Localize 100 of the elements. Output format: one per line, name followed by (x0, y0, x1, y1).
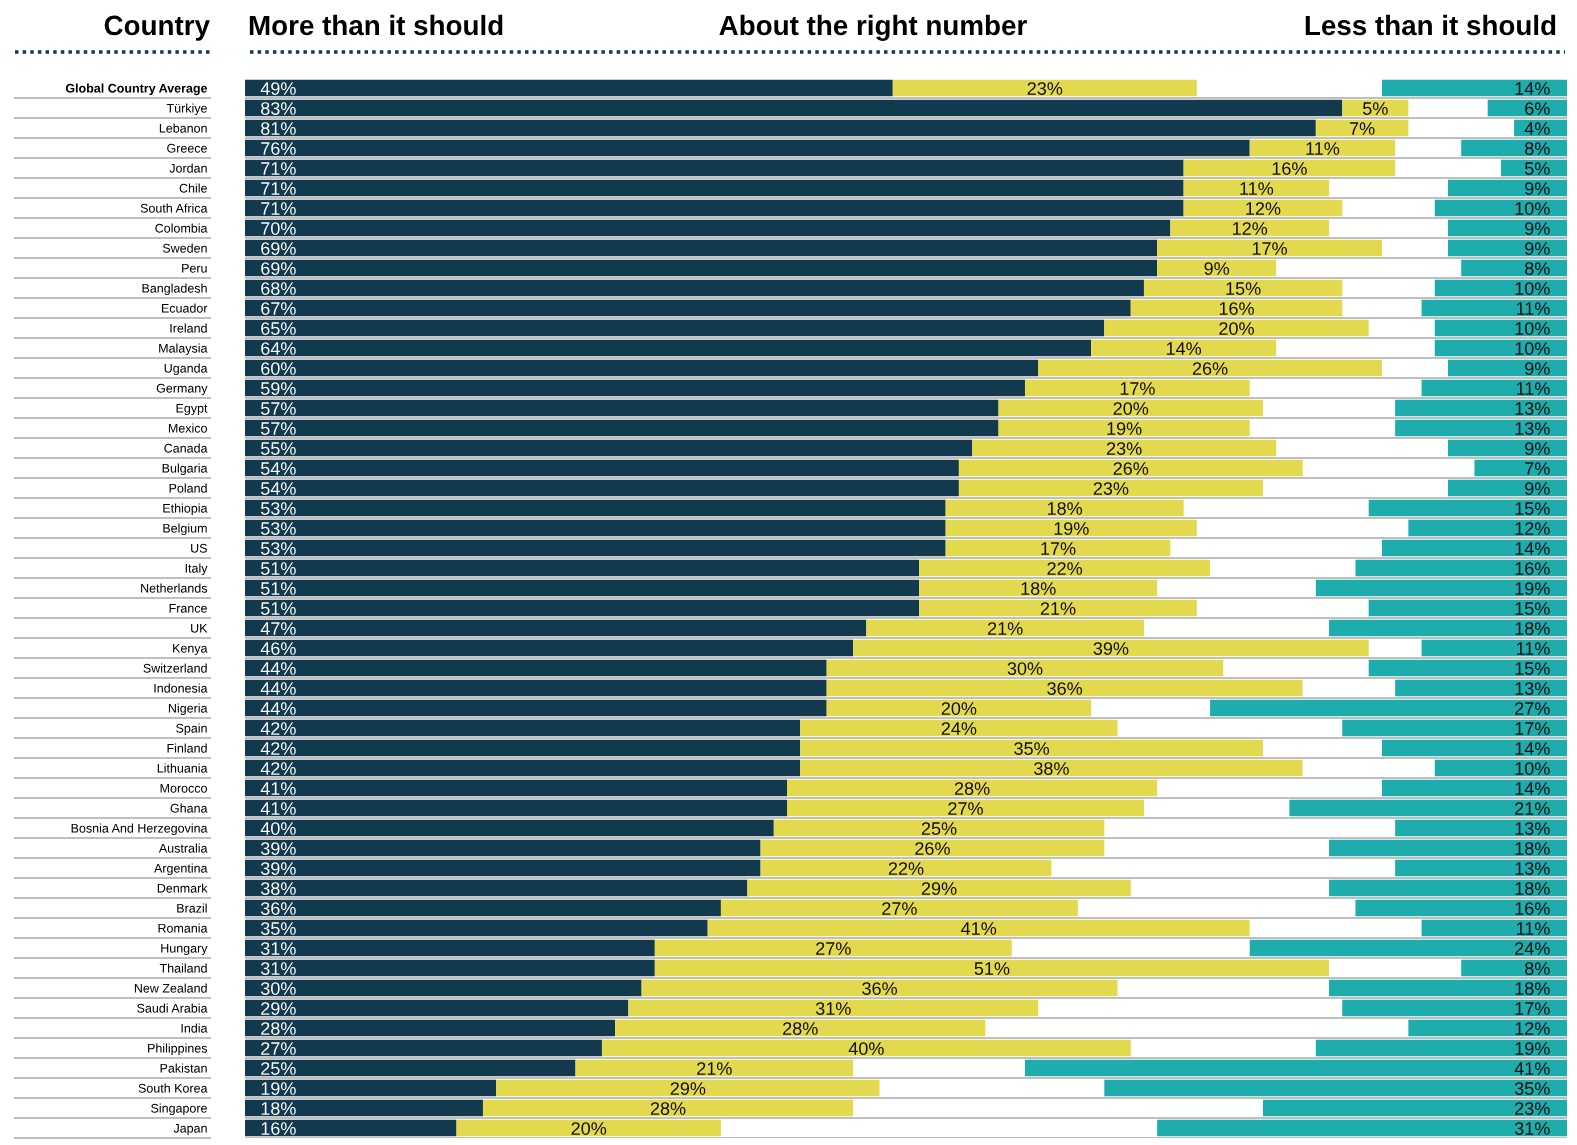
data-label: 28% (954, 782, 990, 795)
y-tick-label: Uganda (164, 363, 208, 376)
data-label: 23% (1093, 482, 1129, 495)
data-label: 23% (1027, 82, 1063, 95)
data-label: 44% (260, 702, 296, 715)
data-label: 36% (260, 902, 296, 915)
y-tick-label: Nigeria (168, 703, 208, 716)
data-label: 12% (1515, 522, 1550, 535)
data-label: 70% (261, 222, 296, 235)
data-label: 35% (260, 922, 296, 935)
data-label: 24% (941, 722, 977, 735)
data-label: 24% (1515, 942, 1550, 955)
y-tick-label: Ecuador (161, 303, 208, 313)
data-label: 11% (1240, 182, 1274, 195)
y-tick-label: Poland (169, 483, 207, 493)
data-label: 17% (1041, 542, 1076, 555)
data-label: 13% (1515, 402, 1550, 415)
data-label: 44% (260, 662, 296, 675)
y-tick-label: Ireland (170, 323, 207, 333)
y-tick-label: New Zealand (134, 983, 207, 993)
data-label: 21% (697, 1062, 732, 1075)
data-label: 55% (261, 442, 296, 455)
data-label: 15% (1515, 602, 1550, 615)
data-label: 9% (1525, 362, 1550, 375)
data-label: 16% (1272, 162, 1307, 175)
data-label: 69% (261, 262, 296, 275)
y-tick-label: Chile (179, 183, 207, 193)
data-label: 11% (1516, 302, 1550, 315)
y-tick-label: Bulgaria (162, 463, 208, 476)
data-label: 10% (1515, 322, 1550, 335)
data-label: 41% (260, 802, 296, 815)
data-label: 19% (1054, 522, 1089, 535)
data-label: 39% (260, 862, 296, 875)
data-label: 42% (260, 742, 296, 755)
y-tick-label: Philippines (148, 1043, 208, 1056)
data-label: 31% (815, 1002, 851, 1015)
data-label: 27% (882, 902, 917, 915)
data-label: 57% (261, 422, 296, 435)
data-label: 25% (921, 822, 957, 835)
y-tick-label: Singapore (151, 1103, 207, 1116)
y-tick-label: Brazil (177, 903, 207, 913)
data-label: 18% (1515, 622, 1550, 635)
data-label: 21% (987, 622, 1023, 635)
data-label: 8% (1525, 142, 1550, 155)
data-label: 31% (260, 962, 296, 975)
data-label: 15% (1515, 502, 1550, 515)
data-label: 18% (1047, 502, 1083, 515)
data-label: 21% (1515, 802, 1550, 815)
data-label: 10% (1515, 762, 1550, 775)
data-label: 65% (261, 322, 296, 335)
data-label: 57% (261, 402, 296, 415)
data-label: 15% (1226, 282, 1261, 295)
y-tick-label: Netherlands (141, 583, 208, 593)
data-label: 38% (1034, 762, 1069, 775)
data-label: 11% (1516, 922, 1550, 935)
data-label: 18% (1021, 582, 1056, 595)
data-label: 13% (1515, 682, 1550, 695)
data-label: 13% (1515, 822, 1550, 835)
data-label: 9% (1525, 442, 1550, 455)
y-tick-label: Argentina (154, 863, 208, 876)
data-label: 11% (1516, 642, 1550, 655)
data-label: 20% (941, 702, 977, 715)
data-label: 27% (1515, 702, 1550, 715)
data-label: 42% (260, 722, 296, 735)
data-label: 20% (1219, 322, 1254, 335)
data-label: 16% (1219, 302, 1254, 315)
data-label: 53% (261, 502, 296, 515)
y-tick-label: Canada (164, 443, 208, 453)
data-label: 39% (260, 842, 296, 855)
data-label: 64% (261, 342, 296, 355)
data-label: 4% (1524, 122, 1550, 135)
data-label: 19% (1515, 582, 1550, 595)
data-label: 23% (1106, 442, 1142, 455)
data-label: 30% (260, 982, 296, 995)
data-label: 41% (260, 782, 296, 795)
data-label: 81% (261, 122, 296, 135)
data-label: 69% (261, 242, 296, 255)
y-tick-label: India (181, 1023, 208, 1033)
y-tick-label: France (169, 603, 207, 613)
y-tick-label: Peru (182, 263, 207, 273)
y-tick-label: Mexico (168, 423, 207, 433)
y-tick-label: Romania (158, 923, 208, 933)
data-label: 67% (261, 302, 296, 315)
y-tick-label: Finland (167, 743, 207, 753)
data-label: 15% (1515, 662, 1550, 675)
data-label: 36% (862, 982, 897, 995)
y-tick-label: Kenya (173, 643, 208, 656)
y-tick-label: Sweden (162, 243, 207, 253)
data-label: 27% (816, 942, 851, 955)
data-label: 26% (1192, 362, 1228, 375)
data-label: 68% (261, 282, 296, 295)
data-label: 28% (261, 1022, 296, 1035)
data-label: 10% (1515, 282, 1550, 295)
data-label: 29% (921, 882, 957, 895)
data-label: 10% (1515, 202, 1550, 215)
y-axis-title: Country (104, 15, 210, 41)
data-label: 71% (261, 162, 296, 175)
data-label: 40% (848, 1042, 884, 1055)
y-tick-label: Spain (176, 723, 207, 736)
data-label: 25% (261, 1062, 296, 1075)
